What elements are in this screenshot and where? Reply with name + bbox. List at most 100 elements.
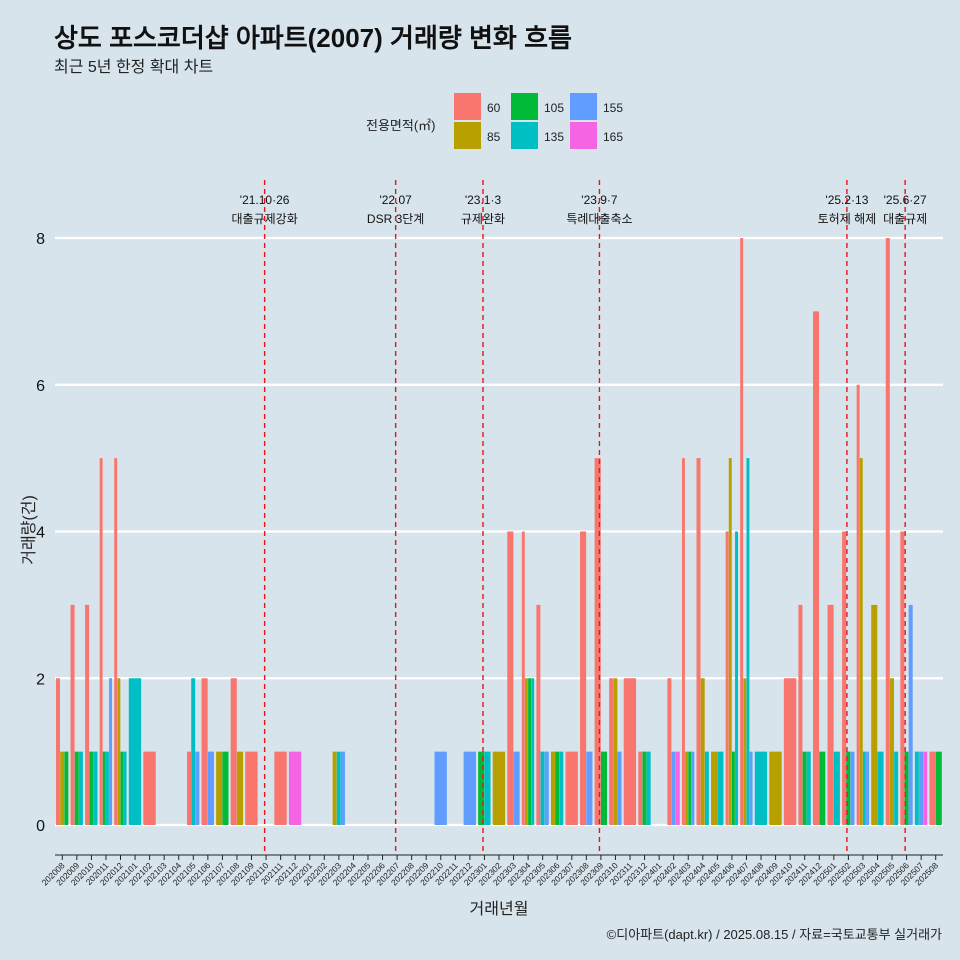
- bar-60: [521, 531, 525, 825]
- bar-165: [923, 751, 928, 825]
- bar-85: [769, 751, 782, 825]
- bar-135: [336, 751, 341, 825]
- chart-title: 상도 포스코더샵 아파트(2007) 거래량 변화 흐름: [54, 23, 572, 53]
- bar-155: [207, 751, 214, 825]
- bar-85: [550, 751, 555, 825]
- bar-135: [191, 678, 196, 825]
- bar-60: [740, 238, 744, 825]
- event-date: '21.10·26: [240, 193, 290, 207]
- bar-105: [731, 751, 735, 825]
- bar-135: [646, 751, 651, 825]
- bar-135: [717, 751, 724, 825]
- bar-135: [128, 678, 142, 825]
- bar-135: [806, 751, 811, 825]
- bar-85: [117, 678, 121, 825]
- legend-item-135: 135: [511, 122, 611, 150]
- bar-85: [216, 751, 223, 825]
- bar-60: [609, 678, 614, 825]
- legend-title: 전용면적(㎡): [366, 118, 436, 133]
- bar-135: [105, 751, 109, 825]
- bar-135: [559, 751, 564, 825]
- event-label: 토허제 해제: [818, 212, 877, 226]
- bar-155: [908, 604, 913, 825]
- bar-105: [600, 751, 607, 825]
- bar-135: [93, 751, 98, 825]
- bar-60: [143, 751, 156, 825]
- bar-105: [89, 751, 94, 825]
- legend-label-105: 105: [544, 101, 565, 115]
- bar-135: [540, 751, 545, 825]
- bar-85: [700, 678, 705, 825]
- bar-85: [871, 604, 878, 825]
- credit-text: ©디아파트(dapt.kr) / 2025.08.15 / 자료=국토교통부 실…: [606, 927, 942, 942]
- legend-swatch-105: [511, 93, 538, 120]
- bar-155: [434, 751, 447, 825]
- bar-155: [850, 751, 855, 825]
- bar-135: [914, 751, 919, 825]
- bar-135: [78, 751, 83, 825]
- bar-105: [120, 751, 124, 825]
- bar-155: [866, 751, 870, 825]
- bar-60: [842, 531, 847, 825]
- bar-105: [819, 751, 826, 825]
- bar-135: [877, 751, 884, 825]
- bar-135: [123, 751, 127, 825]
- bar-60: [187, 751, 192, 825]
- bar-105: [478, 751, 485, 825]
- bar-60: [623, 678, 637, 825]
- bar-60: [507, 531, 514, 825]
- bar-85: [711, 751, 718, 825]
- event-label: 대출규제강화: [232, 212, 298, 226]
- bar-165: [675, 751, 680, 825]
- y-tick-label: 6: [36, 378, 45, 395]
- bar-60: [230, 678, 237, 825]
- bar-85: [492, 751, 506, 825]
- legend-label-165: 165: [603, 130, 624, 144]
- bar-105: [642, 751, 647, 825]
- bar-60: [536, 604, 541, 825]
- bar-105: [904, 751, 909, 825]
- legend-item-165: 165: [570, 122, 670, 150]
- bar-85: [236, 751, 244, 825]
- bar-60: [696, 458, 701, 825]
- bar-60: [274, 751, 287, 825]
- bar-105: [74, 751, 79, 825]
- y-tick-label: 2: [36, 671, 45, 688]
- bar-155: [463, 751, 476, 825]
- bar-85: [613, 678, 618, 825]
- chart-subtitle: 최근 5년 한정 확대 차트: [54, 59, 214, 76]
- bar-60: [681, 458, 685, 825]
- bar-105: [802, 751, 807, 825]
- bar-60: [565, 751, 578, 825]
- event-label: 특례대출축소: [566, 212, 632, 226]
- bar-60: [114, 458, 118, 825]
- bar-60: [580, 531, 587, 825]
- bar-60: [245, 751, 258, 825]
- legend-swatch-155: [570, 93, 597, 120]
- bar-155: [195, 751, 200, 825]
- legend-label-135: 135: [544, 130, 565, 144]
- bar-135: [862, 751, 866, 825]
- bar-85: [685, 751, 689, 825]
- bar-155: [544, 751, 549, 825]
- bar-60: [929, 751, 936, 825]
- bar-105: [102, 751, 106, 825]
- bar-60: [725, 531, 729, 825]
- y-tick-label: 8: [36, 231, 45, 248]
- bar-60: [56, 678, 60, 825]
- bar-155: [340, 751, 345, 825]
- bar-60: [812, 311, 820, 825]
- legend-item-155: 155: [570, 93, 670, 121]
- bar-60: [885, 238, 890, 825]
- bar-85: [60, 751, 65, 825]
- y-tick-label: 0: [36, 818, 45, 835]
- bar-135: [833, 751, 840, 825]
- legend-swatch-135: [511, 122, 538, 149]
- bar-60: [85, 604, 90, 825]
- bar-105: [64, 751, 69, 825]
- bar-60: [70, 604, 75, 825]
- legend-item-60: 60: [454, 93, 554, 121]
- bar-155: [749, 751, 753, 825]
- bar-60: [638, 751, 643, 825]
- bar-85: [524, 678, 528, 825]
